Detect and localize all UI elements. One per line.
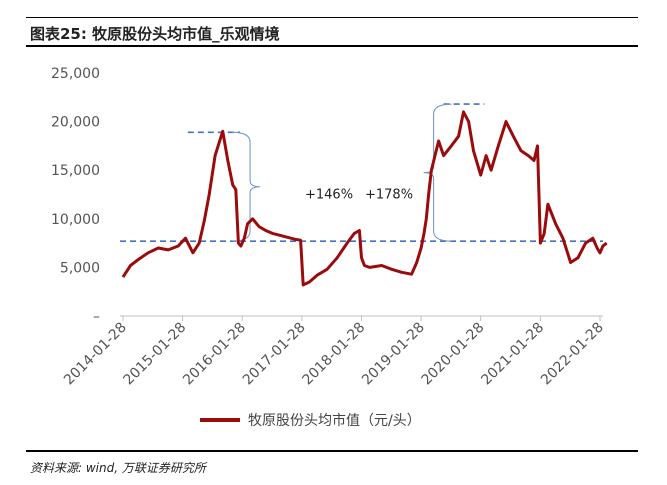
bracket-178 bbox=[423, 103, 452, 242]
x-tick-label: 2020-01-28 bbox=[419, 320, 488, 389]
y-tick-label: – bbox=[93, 309, 100, 325]
x-tick-label: 2015-01-28 bbox=[121, 320, 190, 389]
y-tick-label: 25,000 bbox=[51, 66, 100, 82]
bottom-rule bbox=[26, 450, 638, 452]
series-line bbox=[121, 110, 608, 287]
annotation-brackets bbox=[232, 103, 452, 242]
x-tick-label: 2017-01-28 bbox=[240, 320, 309, 389]
x-tick-label: 2022-01-28 bbox=[538, 320, 607, 389]
annotation-146: +146% bbox=[305, 188, 353, 203]
x-axis-ticks: 2014-01-282015-01-282016-01-282017-01-28… bbox=[61, 316, 607, 388]
top-rule-thick bbox=[26, 45, 638, 47]
y-tick-label: 10,000 bbox=[51, 212, 100, 228]
legend-label: 牧原股份头均市值（元/头） bbox=[248, 412, 421, 429]
y-tick-label: 20,000 bbox=[51, 115, 100, 131]
bracket-146 bbox=[232, 131, 261, 242]
y-tick-label: 5,000 bbox=[60, 260, 100, 276]
top-rule-thin bbox=[26, 17, 638, 18]
figure-title: 图表25: 牧原股份头均市值_乐观情境 bbox=[30, 25, 280, 43]
x-tick-label: 2019-01-28 bbox=[359, 320, 428, 389]
y-axis-ticks: – 5,000 10,000 15,000 20,000 25,000 bbox=[51, 66, 100, 325]
annotation-178: +178% bbox=[365, 188, 413, 203]
x-tick-label: 2014-01-28 bbox=[61, 320, 130, 389]
reference-lines bbox=[120, 103, 603, 242]
x-tick-label: 2016-01-28 bbox=[180, 320, 249, 389]
y-tick-label: 15,000 bbox=[51, 163, 100, 179]
x-tick-label: 2018-01-28 bbox=[299, 320, 368, 389]
source-note: 资料来源: wind, 万联证券研究所 bbox=[30, 461, 206, 475]
x-tick-label: 2021-01-28 bbox=[478, 320, 547, 389]
